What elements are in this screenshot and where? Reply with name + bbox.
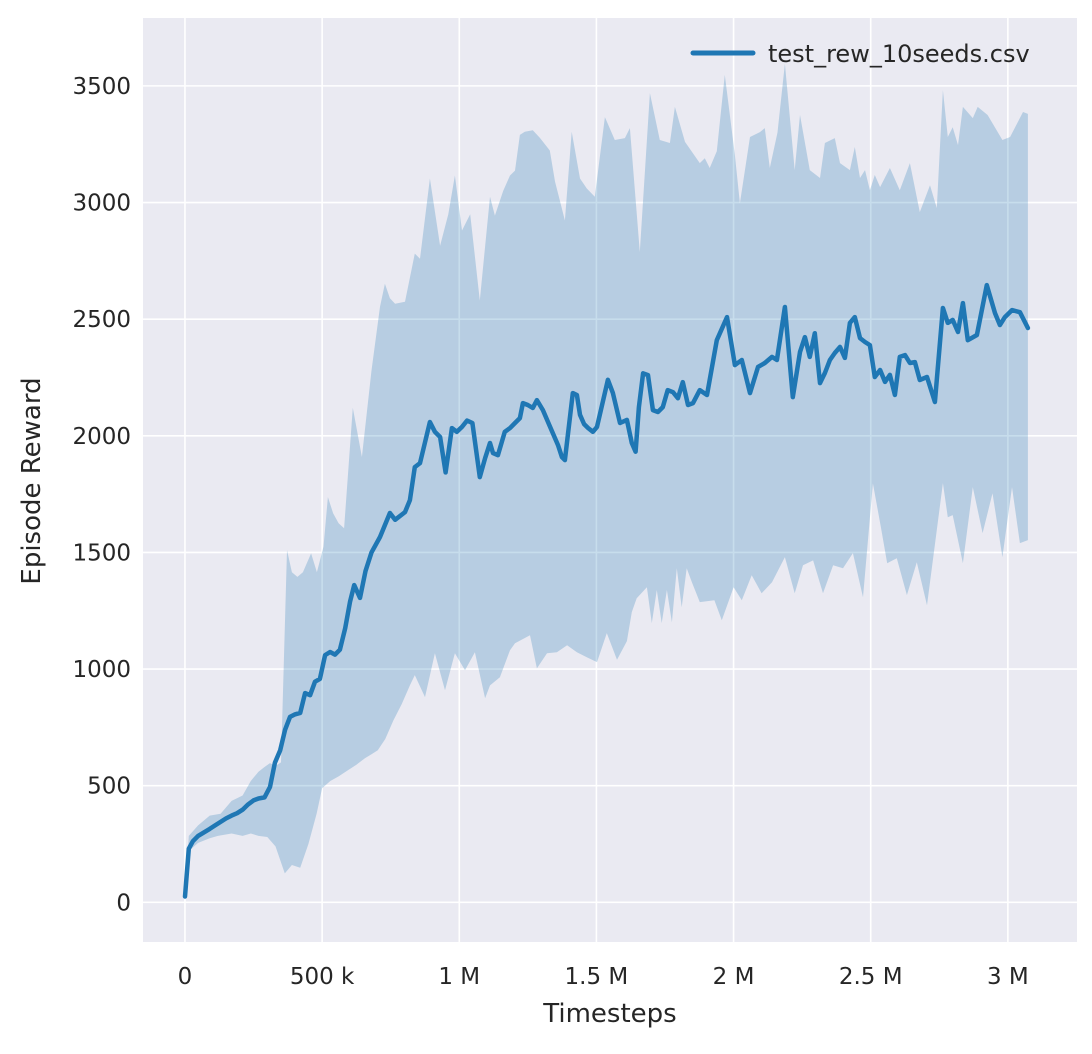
x-tick-label: 2 M: [713, 964, 755, 990]
y-tick-label: 2000: [72, 424, 131, 450]
x-axis-label: Timesteps: [542, 999, 676, 1029]
mean-reward-line: [182, 282, 1031, 899]
y-tick-label: 1000: [72, 657, 131, 683]
x-tick-label: 3 M: [987, 964, 1029, 990]
x-tick-label: 500 k: [290, 964, 355, 990]
legend-label: test_rew_10seeds.csv: [768, 40, 1030, 68]
y-tick-label: 2500: [72, 307, 131, 333]
y-tick-label: 0: [116, 890, 131, 916]
y-axis-label: Episode Reward: [17, 377, 47, 584]
axes-background: [143, 18, 1077, 942]
confidence-band: [185, 63, 1028, 898]
x-tick-label: 1 M: [438, 964, 480, 990]
legend: test_rew_10seeds.csv: [690, 40, 1030, 68]
x-tick-label: 1.5 M: [565, 964, 629, 990]
x-tick-label: 0: [178, 964, 193, 990]
y-tick-label: 1500: [72, 540, 131, 566]
x-tick-label: 2.5 M: [839, 964, 903, 990]
gridlines: [143, 18, 1077, 942]
y-tick-label: 3500: [72, 74, 131, 100]
y-tick-label: 500: [87, 774, 131, 800]
y-tick-label: 3000: [72, 191, 131, 217]
